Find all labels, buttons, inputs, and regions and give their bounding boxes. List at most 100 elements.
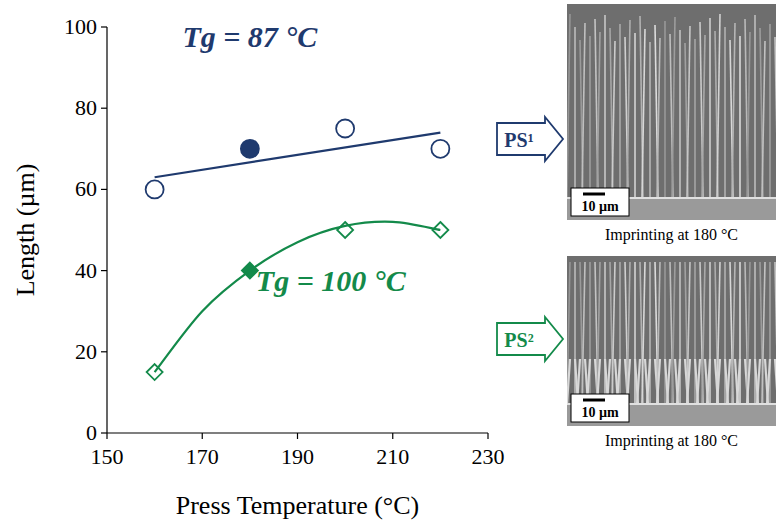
y-tick (101, 432, 107, 433)
fiber (767, 359, 770, 404)
fiber (717, 262, 720, 404)
micrograph (567, 4, 776, 220)
annotation: Tg = 100 °C (256, 264, 407, 297)
arrow (497, 117, 563, 161)
image-background (567, 4, 776, 220)
panel-caption: Imprinting at 180 °C (605, 226, 738, 244)
y-tick (101, 351, 107, 352)
y-tick-label: 100 (64, 14, 97, 39)
y-tick-label: 80 (75, 95, 97, 120)
fiber (567, 359, 570, 404)
fiber (747, 262, 750, 404)
fiber (634, 33, 636, 198)
fiber (567, 262, 570, 404)
fiber (737, 359, 740, 404)
trend-line (155, 133, 441, 178)
fiber (687, 262, 690, 404)
fiber (677, 359, 680, 404)
fiber (727, 359, 730, 404)
fiber (747, 32, 750, 198)
x-tick (202, 433, 203, 439)
substrate (567, 198, 776, 220)
panel-caption: Imprinting at 180 °C (605, 432, 738, 450)
fiber (619, 24, 621, 198)
fiber (612, 262, 615, 404)
fiber (775, 262, 776, 404)
y-tick-label: 40 (75, 258, 97, 283)
fiber (762, 262, 765, 404)
scale-bar-box (571, 188, 629, 216)
fiber (724, 27, 726, 198)
data-point (241, 140, 259, 158)
fiber (604, 15, 606, 198)
fiber (702, 262, 705, 404)
y-tick (101, 270, 107, 271)
y-tick-label: 20 (75, 339, 97, 364)
fiber (687, 26, 690, 198)
fiber (582, 262, 585, 404)
panel-label: PS² (504, 329, 533, 351)
fiber (642, 29, 645, 198)
fiber (739, 36, 741, 198)
fiber (694, 39, 696, 198)
fiber (567, 14, 570, 198)
scale-bar (583, 193, 605, 196)
fiber (775, 37, 776, 198)
fiber (657, 38, 660, 198)
fiber (612, 41, 615, 198)
scale-bar-label: 10 µm (581, 405, 619, 420)
data-point (336, 120, 354, 138)
x-tick (392, 433, 393, 439)
fiber (642, 262, 645, 404)
fiber (757, 359, 760, 404)
figure: 150170190210230020406080100Press Tempera… (0, 0, 779, 527)
x-tick-label: 210 (376, 444, 409, 469)
plot-area (146, 120, 450, 381)
fiber (707, 359, 710, 404)
x-tick-label: 190 (281, 444, 314, 469)
y-tick (101, 189, 107, 190)
x-tick-label: 150 (91, 444, 124, 469)
y-tick (101, 108, 107, 109)
x-tick (106, 433, 107, 439)
fiber (762, 41, 765, 198)
x-axis-title: Press Temperature (°C) (176, 491, 419, 520)
panel-label: PS¹ (504, 129, 533, 151)
fiber (747, 359, 750, 404)
fiber (775, 359, 776, 404)
fiber (769, 24, 771, 198)
fiber (732, 23, 735, 198)
fiber (697, 359, 700, 404)
fiber (657, 262, 660, 404)
trend-line (155, 222, 441, 372)
y-tick (101, 26, 107, 27)
fiber (717, 359, 720, 404)
fiber (679, 30, 681, 198)
micrograph (567, 256, 776, 426)
fiber (717, 14, 720, 198)
x-tick-label: 230 (472, 444, 505, 469)
data-point (146, 180, 164, 198)
fiber (732, 262, 735, 404)
fiber (709, 18, 711, 198)
fiber (672, 262, 675, 404)
fiber (582, 23, 585, 198)
y-tick-label: 60 (75, 176, 97, 201)
fiber (597, 32, 600, 198)
fiber (702, 35, 705, 198)
fiber (687, 359, 690, 404)
y-tick-label: 0 (86, 420, 97, 445)
fiber (657, 359, 660, 404)
fiber (574, 27, 576, 198)
scale-bar (583, 399, 605, 402)
fiber (667, 359, 670, 404)
arrow (497, 317, 563, 361)
annotation: Tg = 87 °C (182, 20, 318, 53)
fiber (597, 262, 600, 404)
y-axis (106, 27, 107, 433)
y-axis-title: Length (µm) (11, 164, 40, 297)
x-tick (297, 433, 298, 439)
substrate (567, 404, 776, 426)
scale-bar-label: 10 µm (581, 199, 619, 214)
fiber (627, 262, 630, 404)
